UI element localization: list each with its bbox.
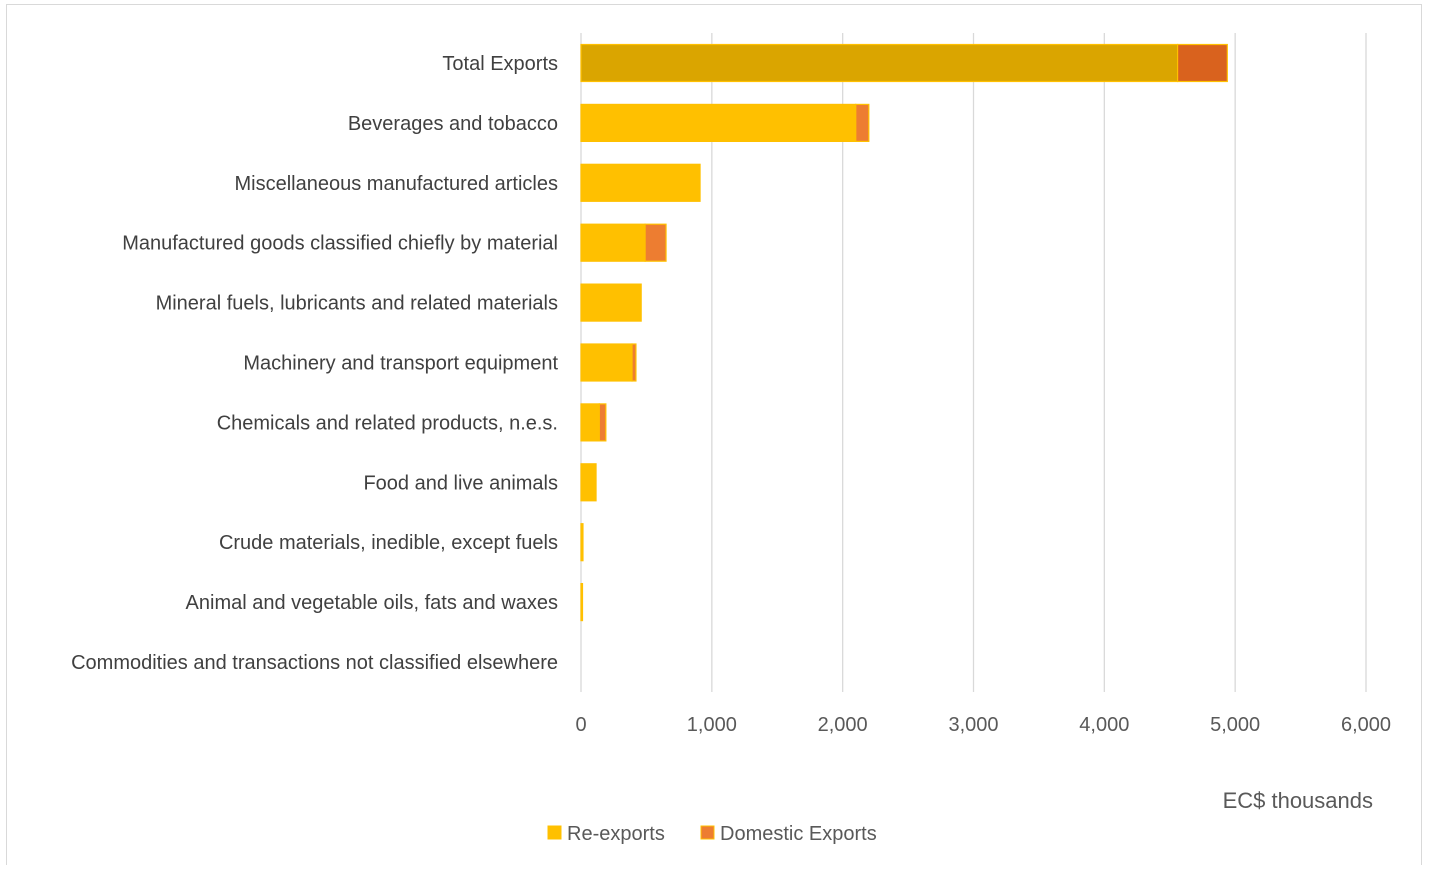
chart-frame xyxy=(6,4,1422,865)
category-label: Mineral fuels, lubricants and related ma… xyxy=(156,293,558,315)
legend-label: Domestic Exports xyxy=(720,823,877,845)
re-exports-bar xyxy=(580,463,597,502)
re-exports-bar xyxy=(580,163,701,202)
re-exports-bar xyxy=(580,283,642,322)
domestic-exports-bar xyxy=(1176,43,1228,83)
domestic-exports-bar xyxy=(631,343,637,382)
legend-domestic-exports: Domestic Exports xyxy=(700,823,877,845)
x-tick-labels: 0 1,000 2,000 3,000 4,000 5,000 6,000 xyxy=(575,714,1391,736)
re-exports-bar xyxy=(580,223,646,262)
re-exports-bar xyxy=(580,103,857,143)
domestic-exports-bar xyxy=(855,103,870,143)
legend-label: Re-exports xyxy=(567,823,665,845)
re-exports-bar xyxy=(580,582,584,622)
category-label: Total Exports xyxy=(442,53,558,75)
category-label: Beverages and tobacco xyxy=(348,113,558,135)
x-tick-label: 3,000 xyxy=(948,714,998,736)
domestic-exports-bar xyxy=(598,403,607,442)
bars xyxy=(580,43,1228,622)
x-tick-label: 0 xyxy=(575,714,586,736)
category-label: Crude materials, inedible, except fuels xyxy=(219,532,558,554)
category-label: Food and live animals xyxy=(363,472,558,494)
x-tick-label: 4,000 xyxy=(1079,714,1129,736)
x-tick-label: 1,000 xyxy=(687,714,737,736)
re-exports-bar xyxy=(580,403,600,442)
re-exports-bar xyxy=(580,523,584,562)
gridlines xyxy=(580,33,1367,692)
x-axis-unit-label: EC$ thousands xyxy=(1223,788,1373,813)
x-tick-label: 2,000 xyxy=(818,714,868,736)
re-exports-bar xyxy=(580,43,1179,83)
category-labels: Total Exports Beverages and tobacco Miscel… xyxy=(71,53,558,674)
domestic-exports-bar xyxy=(644,223,667,262)
re-exports-bar xyxy=(580,343,633,382)
legend-swatch xyxy=(700,825,715,840)
category-label: Manufactured goods classified chiefly by… xyxy=(122,233,558,255)
category-label: Machinery and transport equipment xyxy=(243,353,558,375)
x-tick-label: 5,000 xyxy=(1210,714,1260,736)
category-label: Chemicals and related products, n.e.s. xyxy=(217,412,558,434)
x-tick-label: 6,000 xyxy=(1341,714,1391,736)
category-label: Commodities and transactions not classif… xyxy=(71,652,558,674)
legend: Re-exports Domestic Exports xyxy=(547,823,877,845)
legend-swatch xyxy=(547,825,562,840)
category-label: Miscellaneous manufactured articles xyxy=(235,173,559,195)
legend-re-exports: Re-exports xyxy=(547,823,665,845)
category-label: Animal and vegetable oils, fats and waxe… xyxy=(186,592,558,614)
